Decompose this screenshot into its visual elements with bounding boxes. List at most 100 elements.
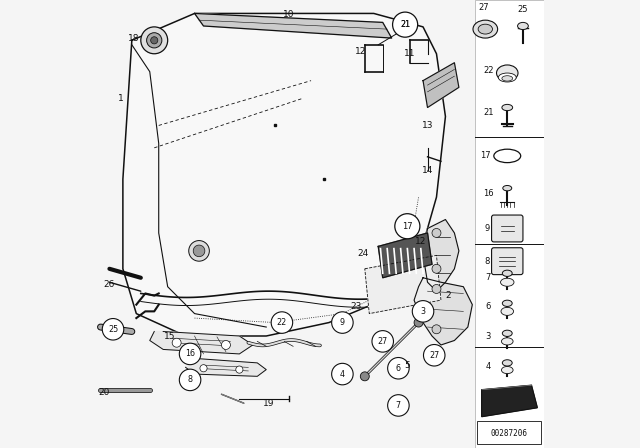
- Polygon shape: [195, 13, 392, 38]
- Text: 21: 21: [400, 20, 410, 29]
- Text: 3: 3: [486, 332, 491, 341]
- Ellipse shape: [497, 65, 518, 81]
- Circle shape: [179, 369, 201, 391]
- Circle shape: [271, 312, 292, 333]
- Circle shape: [221, 340, 230, 349]
- Text: 7: 7: [396, 401, 401, 410]
- Circle shape: [150, 37, 158, 44]
- Circle shape: [395, 214, 420, 239]
- Text: 26: 26: [104, 280, 115, 289]
- Text: 23: 23: [350, 302, 362, 311]
- Circle shape: [372, 331, 394, 352]
- Circle shape: [388, 395, 409, 416]
- Text: 5: 5: [404, 361, 410, 370]
- Text: 25: 25: [108, 325, 118, 334]
- Polygon shape: [378, 233, 432, 278]
- Polygon shape: [414, 278, 472, 345]
- Ellipse shape: [502, 360, 512, 366]
- Polygon shape: [150, 332, 253, 354]
- Ellipse shape: [518, 22, 528, 30]
- FancyBboxPatch shape: [492, 248, 523, 275]
- Text: 4: 4: [340, 370, 345, 379]
- Ellipse shape: [501, 307, 513, 315]
- Circle shape: [236, 366, 243, 373]
- Polygon shape: [186, 358, 266, 376]
- Text: 12: 12: [415, 237, 426, 246]
- Ellipse shape: [502, 76, 513, 81]
- Circle shape: [193, 245, 205, 257]
- Circle shape: [392, 12, 418, 37]
- Text: 9: 9: [485, 224, 490, 233]
- Circle shape: [394, 14, 416, 35]
- Circle shape: [432, 264, 441, 273]
- Text: 6: 6: [486, 302, 491, 311]
- Text: 27: 27: [378, 337, 388, 346]
- Text: 14: 14: [422, 166, 433, 175]
- Text: 18: 18: [129, 34, 140, 43]
- Polygon shape: [365, 255, 441, 314]
- Text: 15: 15: [164, 332, 175, 340]
- Circle shape: [432, 325, 441, 334]
- Circle shape: [388, 358, 409, 379]
- Text: 13: 13: [422, 121, 433, 130]
- Text: 12: 12: [355, 47, 366, 56]
- Bar: [475, 0, 544, 448]
- Text: 17: 17: [481, 151, 491, 160]
- Text: 22: 22: [276, 318, 287, 327]
- Circle shape: [432, 284, 441, 293]
- Circle shape: [189, 241, 209, 261]
- Circle shape: [147, 33, 162, 48]
- Text: 22: 22: [483, 66, 494, 75]
- Ellipse shape: [478, 24, 493, 34]
- Text: 19: 19: [263, 399, 274, 408]
- FancyBboxPatch shape: [492, 215, 523, 242]
- Text: 9: 9: [340, 318, 345, 327]
- Ellipse shape: [502, 338, 513, 345]
- Text: 17: 17: [402, 222, 413, 231]
- Text: 8: 8: [485, 257, 490, 266]
- Circle shape: [332, 312, 353, 333]
- Text: 25: 25: [518, 5, 528, 14]
- Ellipse shape: [500, 278, 514, 286]
- Polygon shape: [482, 385, 538, 417]
- Text: 8: 8: [188, 375, 193, 384]
- Text: 27: 27: [478, 3, 489, 12]
- Circle shape: [102, 319, 124, 340]
- Circle shape: [414, 318, 423, 327]
- Circle shape: [360, 372, 369, 381]
- Text: 24: 24: [357, 249, 368, 258]
- Circle shape: [432, 228, 441, 237]
- Circle shape: [172, 338, 181, 347]
- Ellipse shape: [494, 149, 521, 163]
- Text: 21: 21: [483, 108, 494, 117]
- Ellipse shape: [502, 300, 512, 306]
- Text: 27: 27: [429, 351, 440, 360]
- Ellipse shape: [502, 270, 512, 276]
- Ellipse shape: [502, 330, 512, 336]
- Circle shape: [332, 363, 353, 385]
- Text: 11: 11: [404, 49, 415, 58]
- Text: 21: 21: [400, 20, 410, 29]
- Text: 4: 4: [486, 362, 491, 371]
- Circle shape: [141, 27, 168, 54]
- Polygon shape: [423, 220, 459, 291]
- Text: 1: 1: [118, 94, 124, 103]
- Text: 3: 3: [420, 307, 426, 316]
- Text: 6: 6: [396, 364, 401, 373]
- Text: 10: 10: [283, 10, 294, 19]
- Ellipse shape: [502, 366, 513, 374]
- Text: 20: 20: [99, 388, 109, 396]
- Text: 7: 7: [486, 273, 491, 282]
- Text: 16: 16: [483, 189, 494, 198]
- Circle shape: [412, 301, 434, 322]
- Ellipse shape: [499, 73, 516, 82]
- Text: 00287206: 00287206: [490, 429, 527, 438]
- Circle shape: [179, 343, 201, 365]
- Ellipse shape: [473, 20, 498, 38]
- Polygon shape: [123, 13, 445, 336]
- Bar: [477, 421, 541, 444]
- Text: 2: 2: [445, 291, 451, 300]
- Ellipse shape: [503, 185, 512, 191]
- Polygon shape: [423, 63, 459, 108]
- Circle shape: [200, 365, 207, 372]
